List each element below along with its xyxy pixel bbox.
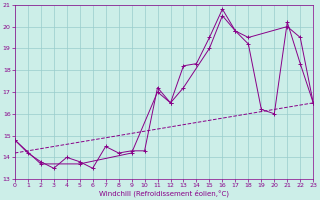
X-axis label: Windchill (Refroidissement éolien,°C): Windchill (Refroidissement éolien,°C)	[99, 190, 229, 197]
